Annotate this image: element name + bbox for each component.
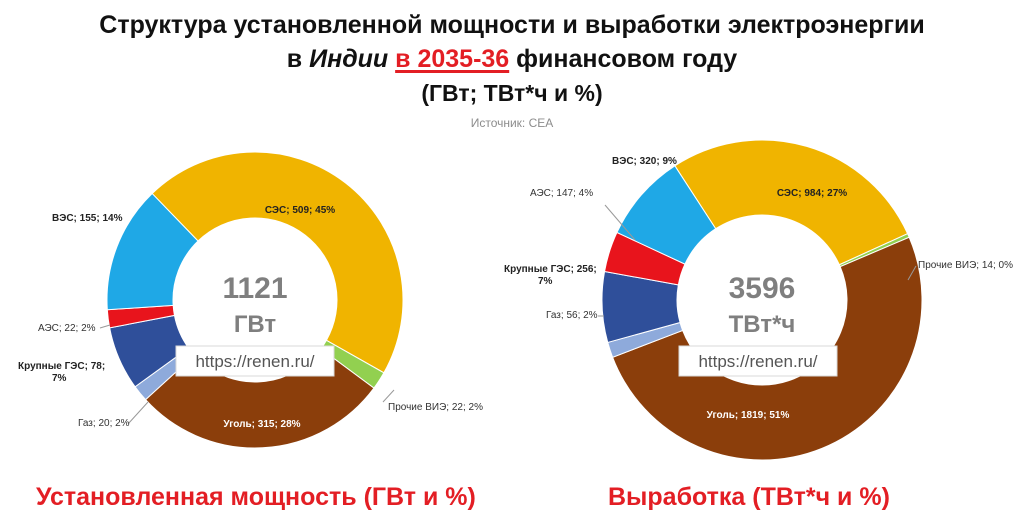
watermark-box — [175, 345, 335, 377]
title-year: в 2035-36 — [395, 45, 510, 73]
slice-1 — [151, 151, 404, 374]
watermark-box — [678, 345, 838, 377]
slice-label-6: АЭС; 147; 4% — [530, 188, 593, 199]
slice-label-7: ВЭС; 155; 14% — [52, 213, 123, 224]
leader-line-6 — [99, 324, 111, 329]
slice-7 — [616, 165, 717, 265]
slice-label-4: Газ; 20; 2% — [78, 418, 130, 429]
leader-line-6 — [604, 204, 636, 241]
slice-label-1: СЭС; 984; 27% — [777, 188, 847, 199]
center-value: 3596 — [729, 272, 796, 305]
leader-line-4 — [127, 401, 149, 425]
slice-label-3: Уголь; 315; 28% — [223, 419, 300, 430]
title-prefix: в — [286, 45, 310, 73]
center-value: 1121 — [222, 272, 287, 305]
slice-1 — [674, 139, 909, 266]
slice-label-7: ВЭС; 320; 9% — [612, 156, 677, 167]
title-country: Индии — [309, 45, 389, 73]
slice-label-6: АЭС; 22; 2% — [38, 323, 96, 334]
chart-title-line2: в Индии в 2035-36 финансовом году — [0, 44, 1024, 74]
slice-label-2: Прочие ВИЭ; 14; 0% — [918, 260, 1013, 271]
source-note: Источник: CEA — [470, 116, 554, 130]
caption-generation: Выработка (ТВт*ч и %) — [608, 483, 890, 511]
center-unit: ГВт — [234, 311, 277, 338]
slice-7 — [106, 192, 199, 311]
slice-label-5: Крупные ГЭС; 78; 7% — [18, 361, 105, 384]
chart-title-units: (ГВт; ТВт*ч и %) — [421, 80, 603, 106]
leader-line-2 — [907, 265, 917, 281]
slice-label-2: Прочие ВИЭ; 22; 2% — [388, 402, 483, 413]
slice-label-1: СЭС; 509; 45% — [265, 205, 335, 216]
center-unit: ТВт*ч — [729, 311, 796, 338]
slice-label-4: Газ; 56; 2% — [546, 310, 598, 321]
slice-label-5: Крупные ГЭС; 256; 7% — [504, 264, 597, 287]
watermark-text: https://renen.ru/ — [698, 352, 817, 371]
chart-title-line1: Структура установленной мощности и выраб… — [99, 11, 925, 39]
donut-chart-2: СЭС; 984; 27% Прочие ВИЭ; 14; 0% Уголь; 18… — [504, 139, 1013, 461]
slice-label-3: Уголь; 1819; 51% — [707, 410, 790, 421]
leader-line-2 — [382, 389, 395, 403]
donut-chart-1: СЭС; 509; 45% Прочие ВИЭ; 22; 2% Уголь; 31… — [18, 151, 483, 449]
title-suffix: финансовом году — [509, 45, 738, 73]
caption-capacity: Установленная мощность (ГВт и %) — [36, 483, 476, 511]
watermark-text: https://renen.ru/ — [195, 352, 314, 371]
